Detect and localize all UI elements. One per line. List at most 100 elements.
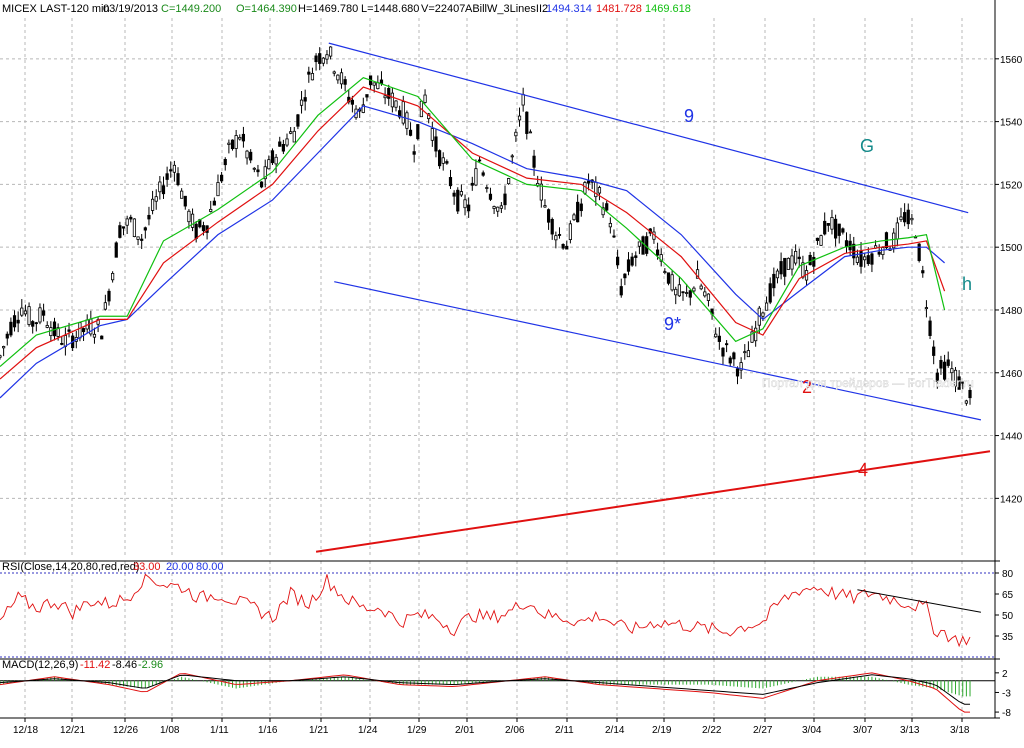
candle-body — [743, 351, 747, 354]
candle-body — [445, 161, 449, 164]
candle-body — [674, 288, 678, 296]
candle-body — [398, 110, 402, 118]
candle-body — [299, 99, 304, 106]
x-tick-label: 1/16 — [258, 725, 278, 736]
candle-body — [634, 255, 638, 258]
label-9-star: 9* — [664, 314, 681, 334]
rsi-level-high: 80.00 — [196, 561, 224, 573]
rsi-tick-label: 80 — [1002, 569, 1014, 580]
candle-body — [830, 217, 834, 230]
indicator-name: ABillW_3LinesII2 — [465, 3, 548, 15]
candle-body — [525, 111, 529, 134]
candle-body — [209, 208, 213, 212]
candle-body — [714, 333, 718, 338]
macd-v3: -2.96 — [138, 659, 163, 671]
candle-body — [630, 256, 634, 266]
candle-body — [332, 71, 336, 74]
candle-body — [318, 53, 322, 64]
candle-body — [249, 151, 253, 161]
x-tick-label: 2/27 — [753, 725, 773, 736]
x-tick-label: 2/14 — [605, 725, 625, 736]
candle-body — [946, 359, 950, 366]
y-tick-label: 1420 — [1000, 494, 1023, 505]
open-value: O=1464.390 — [236, 3, 297, 15]
rsi-label: RSI(Close,14,20,80,red,red) — [2, 561, 140, 573]
candle-body — [81, 328, 86, 333]
candle-body — [452, 192, 456, 197]
price-axis: 1420 1440 1460 1480 1500 1520 1540 1560 — [995, 55, 1023, 505]
candle-body — [877, 251, 881, 255]
candle-body — [430, 128, 434, 141]
indicator-lines — [0, 76, 946, 399]
price-grid — [0, 18, 995, 718]
candle-body — [815, 237, 820, 241]
candle-body — [252, 167, 256, 170]
candle-body — [568, 223, 572, 240]
candle-body — [546, 209, 551, 223]
macd-signal-line — [0, 674, 971, 705]
candle-body — [775, 270, 780, 279]
candle-body — [474, 168, 478, 186]
candle-body — [140, 238, 144, 241]
candle-body — [488, 193, 493, 200]
rsi-line — [0, 573, 971, 648]
candle-body — [434, 136, 438, 152]
candle-body — [717, 335, 721, 342]
candle-body — [903, 212, 907, 223]
label-h: h — [962, 274, 972, 294]
candle-body — [935, 372, 939, 382]
candle-body — [503, 193, 507, 206]
label-4: 4 — [858, 460, 868, 480]
candle-body — [339, 72, 344, 85]
x-tick-label: 1/08 — [160, 725, 180, 736]
candle-body — [463, 199, 467, 209]
candle-body — [296, 114, 300, 127]
candle-body — [459, 191, 463, 196]
macd-tick-label: 2 — [1002, 669, 1008, 680]
candle-body — [67, 329, 71, 332]
candle-body — [576, 201, 580, 223]
candle-body — [456, 189, 460, 212]
candle-body — [666, 272, 671, 284]
candle-body — [38, 307, 42, 323]
candle-body — [725, 343, 729, 346]
candle-body — [786, 257, 790, 270]
candle-body — [0, 355, 2, 358]
candle-body — [314, 55, 318, 63]
candle-body — [754, 327, 758, 342]
x-tick-label: 2/06 — [505, 725, 525, 736]
x-tick-label: 3/18 — [950, 725, 970, 736]
candle-body — [27, 306, 31, 325]
candle-body — [866, 255, 870, 265]
candle-body — [481, 172, 485, 176]
candle-body — [539, 183, 543, 201]
candle-body — [285, 138, 289, 146]
candle-body — [841, 228, 845, 233]
candle-body — [158, 181, 162, 193]
candle-body — [154, 196, 158, 202]
candle-body — [361, 104, 365, 113]
candle-body — [899, 216, 903, 221]
candle-body — [699, 285, 703, 290]
candle-body — [823, 220, 827, 235]
chart-date: 03/19/2013 — [103, 3, 158, 15]
rsi-value: 33.00 — [133, 561, 161, 573]
x-tick-label: 12/26 — [113, 725, 138, 736]
candle-body — [190, 213, 195, 228]
candle-body — [794, 250, 798, 264]
price-candles — [0, 46, 972, 406]
y-tick-label: 1540 — [1000, 118, 1023, 129]
candle-body — [100, 335, 104, 340]
candle-body — [626, 259, 631, 272]
candle-body — [147, 214, 151, 220]
candle-body — [23, 310, 28, 315]
rsi-level-low: 20.00 — [166, 561, 194, 573]
candle-body — [78, 322, 82, 339]
candle-body — [768, 283, 772, 303]
watermark: Портал для трейдеров — ForTrader.ru — [762, 376, 974, 390]
candle-body — [735, 368, 740, 377]
candle-body — [201, 225, 206, 232]
close-value: C=1449.200 — [161, 3, 221, 15]
candle-body — [223, 159, 227, 166]
